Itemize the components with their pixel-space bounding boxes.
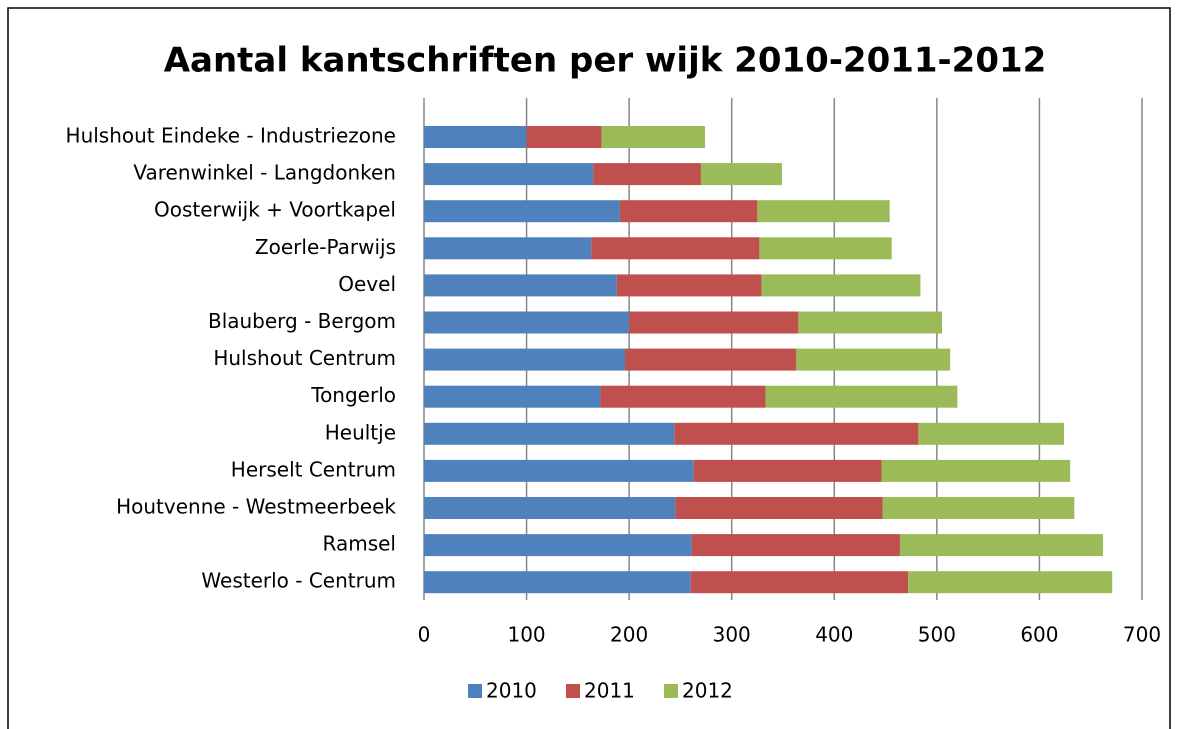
x-tick-label: 0: [418, 623, 431, 647]
y-tick-label: Hulshout Centrum: [213, 346, 396, 370]
bar-segment: [675, 497, 883, 519]
x-tick-label: 500: [918, 623, 956, 647]
y-tick-label: Tongerlo: [310, 383, 396, 407]
bar-segment: [918, 422, 1065, 445]
y-tick-label: Blauberg - Bergom: [208, 309, 396, 333]
x-tick-label: 600: [1020, 623, 1058, 647]
bar-segment: [424, 311, 630, 334]
y-tick-label: Zoerle-Parwijs: [255, 235, 396, 259]
bar-segment: [526, 126, 602, 148]
bar-segment: [765, 385, 958, 408]
bar-segment: [593, 163, 701, 186]
bar-segment: [600, 385, 766, 408]
y-tick-label: Westerlo - Centrum: [201, 569, 396, 593]
bar-segment: [424, 422, 675, 445]
bar-segment: [693, 459, 882, 482]
legend-label: 2012: [682, 679, 733, 703]
bar-segment: [424, 459, 694, 482]
bar-segment: [424, 385, 601, 408]
x-tick-label: 300: [713, 623, 751, 647]
bar-segment: [761, 274, 921, 297]
bar-segment: [796, 348, 951, 371]
x-tick-label: 100: [507, 623, 545, 647]
bar-segment: [882, 497, 1075, 519]
y-tick-label: Heultje: [325, 420, 396, 444]
y-tick-label: Herselt Centrum: [231, 457, 396, 481]
bar-segment: [424, 163, 594, 186]
legend-swatch: [664, 684, 678, 698]
bar-segment: [798, 311, 942, 334]
bar-segment: [899, 534, 1104, 557]
bar-segment: [424, 534, 692, 557]
bar-segment: [691, 534, 900, 557]
bar-segment: [757, 200, 890, 223]
bar-segment: [424, 497, 676, 519]
y-tick-label: Oosterwijk + Voortkapel: [154, 198, 396, 222]
bar-segment: [424, 126, 527, 148]
bar-segment: [629, 311, 799, 334]
bar-segment: [908, 571, 1113, 594]
chart-frame: [7, 7, 1171, 729]
legend-swatch: [566, 684, 580, 698]
bar-segment: [759, 237, 892, 260]
bar-segment: [674, 422, 919, 445]
x-tick-label: 400: [815, 623, 853, 647]
legend-swatch: [468, 684, 482, 698]
chart-title: Aantal kantschriften per wijk 2010-2011-…: [164, 41, 1047, 81]
bar-segment: [424, 200, 620, 223]
bar-segment: [424, 571, 691, 594]
bar-segment: [619, 200, 758, 223]
bar-segment: [616, 274, 762, 297]
legend-label: 2010: [486, 679, 537, 703]
legend-label: 2011: [584, 679, 635, 703]
x-tick-label: 700: [1123, 623, 1161, 647]
bar-segment: [625, 348, 797, 371]
x-tick-label: 200: [610, 623, 648, 647]
y-tick-label: Hulshout Eindeke - Industriezone: [66, 124, 396, 148]
bar-segment: [591, 237, 760, 260]
bar-segment: [424, 237, 592, 260]
y-tick-label: Houtvenne - Westmeerbeek: [116, 495, 396, 519]
y-tick-label: Oevel: [338, 272, 396, 296]
y-tick-label: Ramsel: [323, 532, 396, 556]
bar-segment: [424, 348, 626, 371]
bar-segment: [690, 571, 909, 594]
bar-segment: [601, 126, 706, 148]
bar-segment: [424, 274, 617, 297]
bar-segment: [881, 459, 1071, 482]
y-tick-label: Varenwinkel - Langdonken: [133, 161, 396, 185]
bar-segment: [700, 163, 782, 186]
